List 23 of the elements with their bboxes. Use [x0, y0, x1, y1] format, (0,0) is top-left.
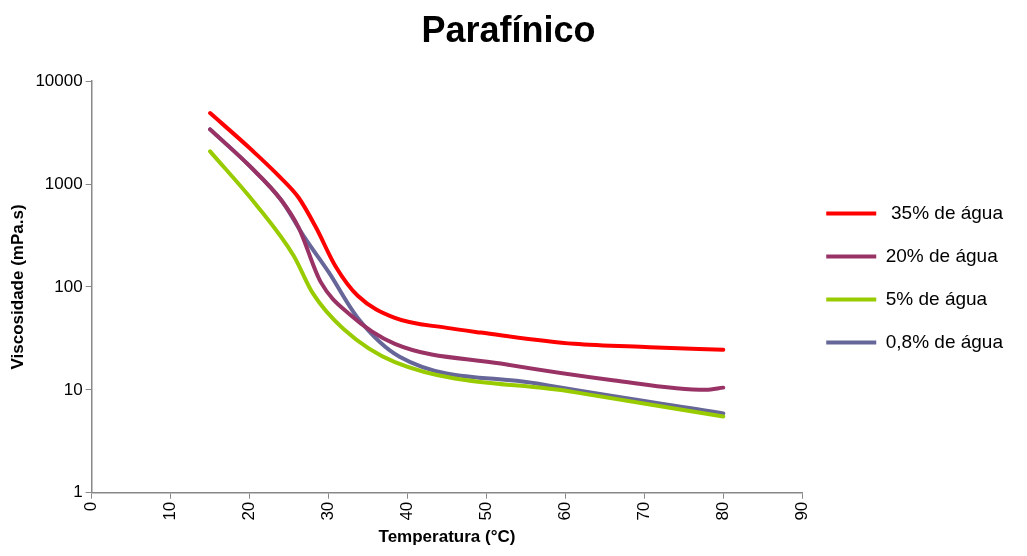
y-axis-title: Viscosidade (mPa.s): [7, 204, 27, 370]
x-tick-label: 30: [318, 501, 338, 521]
x-tick-label: 20: [239, 501, 259, 521]
y-tick-label: 100: [54, 276, 83, 296]
y-tick-label: 1000: [44, 173, 83, 193]
x-tick-label: 10: [160, 501, 180, 521]
legend-label: 0,8% de água: [885, 330, 1004, 352]
legend-label: 35% de água: [885, 201, 1004, 223]
x-tick-label: 80: [712, 501, 732, 521]
x-tick-label: 50: [476, 501, 496, 521]
y-tick-label: 1: [73, 482, 83, 502]
x-tick-label: 90: [791, 501, 811, 521]
chart-title: Parafínico: [421, 8, 596, 50]
x-tick-label: 0: [81, 501, 101, 512]
legend-label: 5% de água: [885, 287, 988, 309]
y-tick-label: 10: [63, 379, 83, 399]
x-tick-label: 70: [634, 501, 654, 521]
x-axis-title: Temperatura (°C): [378, 527, 516, 547]
line-series: [208, 111, 726, 352]
x-tick-label: 40: [397, 501, 417, 521]
legend-label: 20% de água: [885, 244, 999, 266]
x-tick-label: 60: [555, 501, 575, 521]
y-tick-label: 10000: [35, 70, 83, 90]
